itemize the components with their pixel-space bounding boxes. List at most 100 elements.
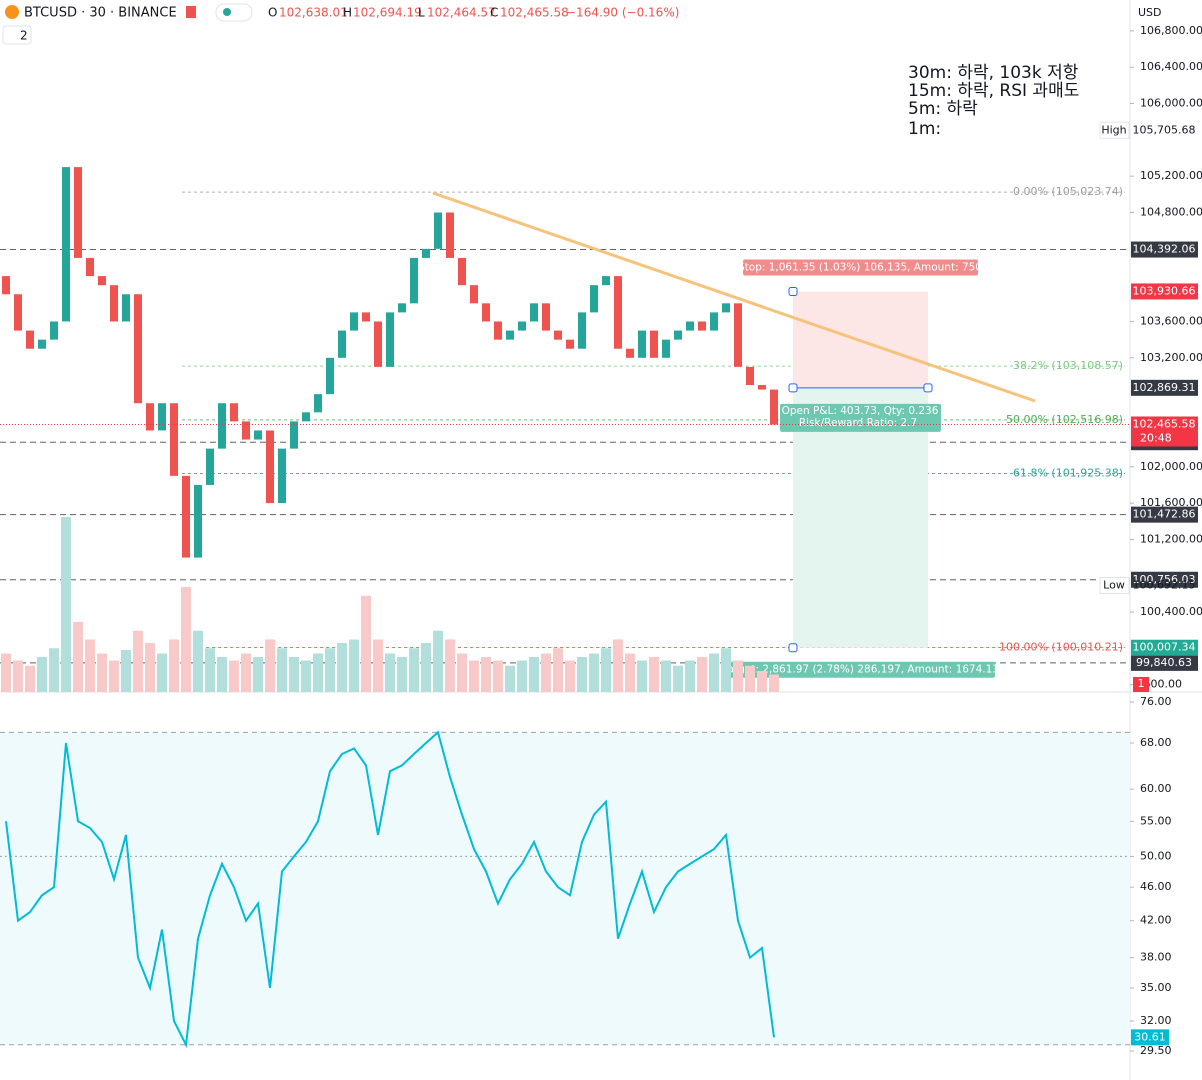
candle (302, 412, 310, 422)
candle (26, 330, 34, 349)
volume-bar (613, 639, 623, 692)
candle (170, 403, 178, 476)
volume-bar (109, 660, 119, 692)
volume-bar (229, 660, 239, 692)
volume-bar (133, 630, 143, 692)
y-tick-label: 106,000.00 (1140, 97, 1202, 110)
last-price-tag: 102,465.58 (1133, 418, 1196, 431)
level-tag-bg (1131, 506, 1198, 523)
volume-bar (553, 648, 563, 692)
volume-bar (37, 657, 47, 692)
volume-bar (181, 587, 191, 692)
rsi-band (0, 732, 1130, 1045)
candle (458, 257, 466, 286)
candle (158, 403, 166, 431)
volume-bar (733, 660, 743, 692)
c-value: 102,465.58 (500, 6, 569, 20)
y-tick-label: 104,800.00 (1140, 206, 1202, 219)
y-tick-label: 50.00 (1140, 849, 1172, 862)
note-line: 30m: 하락, 103k 저항 (908, 63, 1079, 83)
candle (134, 294, 142, 404)
alert-count: 1 (1138, 677, 1145, 690)
candle (446, 212, 454, 258)
volume-bar (745, 665, 755, 692)
alert-bg (1133, 677, 1149, 692)
level-tag-bg (1131, 241, 1198, 258)
collapse-button[interactable] (2, 25, 32, 45)
volume-bar (685, 660, 695, 692)
target-tag: 100,007.34 (1133, 641, 1196, 654)
candle (518, 321, 526, 331)
candle (506, 330, 514, 340)
candle (554, 330, 562, 340)
volume-bar (25, 665, 35, 692)
collapse-count: 2 (20, 29, 28, 43)
change: −164.90 (−0.16%) (566, 6, 679, 20)
volume-bar (385, 653, 395, 692)
volume-bar (433, 630, 443, 692)
l-label: L (418, 6, 425, 20)
handle[interactable] (788, 643, 798, 653)
candle (410, 257, 418, 304)
volume-bar (373, 639, 383, 692)
volume-bar (541, 653, 551, 692)
candle (434, 212, 442, 249)
y-tick-label: 100,400.00 (1140, 605, 1202, 618)
fib-label: 61.8% (101,925.38) (1013, 467, 1123, 480)
y-tick-label: 29.50 (1140, 1044, 1172, 1057)
candle (698, 321, 706, 331)
handle[interactable] (788, 383, 798, 393)
volume-bar (205, 648, 215, 692)
note-line: 1m: (908, 119, 941, 139)
candle (650, 330, 658, 358)
c-label: C (490, 6, 498, 20)
y-tick-label: 76.00 (1140, 695, 1172, 708)
flag-icon[interactable] (186, 6, 196, 18)
volume-bar (421, 643, 431, 692)
header: BTCUSD · 30 · BINANCE O 102,638.01 H 102… (2, 3, 1162, 45)
candle (482, 303, 490, 322)
volume-bar (121, 650, 131, 692)
high-value: 105,705.68 (1133, 123, 1196, 136)
volume-bar (49, 648, 59, 692)
volume-bar (469, 660, 479, 692)
currency[interactable]: USD (1138, 6, 1162, 19)
volume-bar (445, 639, 455, 692)
y-tick-label: 103,600.00 (1140, 314, 1202, 327)
candle (62, 167, 70, 322)
candle (722, 303, 730, 313)
stop-tag: 103,930.66 (1133, 284, 1196, 297)
candle (314, 394, 322, 413)
volume-bar (289, 657, 299, 692)
h-value: 102,694.19 (353, 6, 422, 20)
candle (758, 385, 766, 390)
volume-bar (565, 660, 575, 692)
candle (110, 285, 118, 322)
entry-tag: 102,869.31 (1133, 381, 1196, 394)
level-tag: 101,472.86 (1133, 508, 1196, 521)
volume-bar (61, 517, 71, 692)
volume-bar (673, 665, 683, 692)
candle (86, 257, 94, 277)
candle (290, 421, 298, 449)
candle (218, 403, 226, 449)
candle (662, 339, 670, 358)
volume-bar (721, 648, 731, 692)
y-tick-label: ,600.00 (1140, 678, 1182, 691)
candle (278, 448, 286, 504)
volume-bar (277, 648, 287, 692)
volume-bar (85, 639, 95, 692)
plot: 106,800.00 106,400.00 106,000.00 105,200.00… (0, 24, 1202, 1057)
handle[interactable] (923, 383, 933, 393)
target-label-bg (727, 661, 995, 678)
candle (494, 321, 502, 340)
status-pill[interactable] (215, 3, 253, 22)
candle (530, 303, 538, 322)
handle[interactable] (788, 286, 798, 296)
y-tick-label: 38.00 (1140, 951, 1172, 964)
last-price-tag-timer: 20:48 (1140, 432, 1172, 445)
status-dot (223, 8, 231, 16)
volume-bar (577, 657, 587, 692)
volume-bar (265, 639, 275, 692)
volume-bar (301, 660, 311, 692)
